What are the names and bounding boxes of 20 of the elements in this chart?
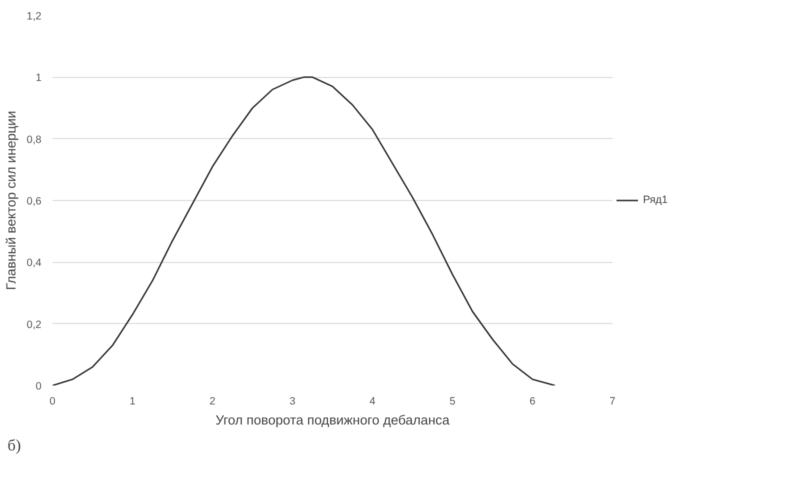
text: б) (8, 438, 21, 454)
x-tick-label: 5 (450, 396, 456, 408)
legend-label: Ряд1 (643, 194, 669, 206)
line-series (52, 76, 556, 386)
y-tick-label: 0,2 (26, 318, 42, 331)
y-tick-label: 1 (36, 72, 42, 84)
y-tick-label: 0,6 (26, 196, 42, 208)
x-tick-label: 0 (50, 396, 56, 408)
x-tick-label: 6 (530, 396, 536, 408)
x-tick-label: 4 (370, 396, 376, 408)
x-tick-label: 7 (610, 396, 616, 408)
y-tick-label: 1,2 (26, 10, 42, 22)
x-tick-label: 1 (130, 396, 136, 408)
y-tick-label: 0 (36, 380, 42, 392)
x-tick-label: 2 (210, 396, 216, 408)
x-tick-label: 3 (290, 396, 296, 408)
y-axis-title: Главный вектор сил инерции (4, 110, 19, 290)
y-tick-label: 0,8 (26, 134, 42, 146)
x-axis-title: Угол поворота подвижного дебаланса (215, 412, 450, 428)
y-tick-label: 0,4 (26, 257, 42, 270)
